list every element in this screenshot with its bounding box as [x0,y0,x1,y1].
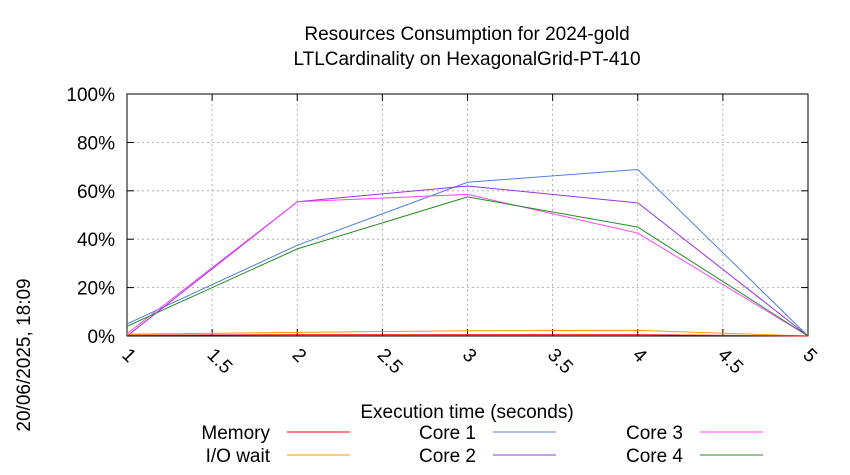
series-lines [126,168,809,337]
series-line-i-o-wait [126,329,809,337]
x-tick-label: 4 [628,345,651,368]
x-tick-label: 3 [458,345,480,367]
x-tick-label: 1.5 [203,345,237,379]
series-line-core-4 [126,196,809,337]
y-tick-label: 0% [88,327,116,348]
y-axis-ticks: 0% 20% 40% 60% 80% 100% [66,85,808,348]
y-tick-label: 40% [77,230,115,251]
legend-label-core-1: Core 1 [419,423,476,444]
y-tick-label: 100% [66,85,115,106]
series-line-core-2 [126,185,809,337]
y-tick-label: 20% [77,279,115,300]
date-side-label: 20/06/2025, 18:09 [14,278,35,431]
y-tick-label: 80% [77,133,115,154]
series-line-memory [126,334,809,337]
y-tick-label: 60% [77,182,115,203]
chart-title-line-1: Resources Consumption for 2024-gold [304,24,629,45]
x-tick-label: 5 [798,345,820,367]
legend-label-core-4: Core 4 [626,446,683,467]
series-line-core-1 [126,168,809,337]
chart-title-line-2: LTLCardinality on HexagonalGrid-PT-410 [293,49,640,70]
grid [127,94,808,336]
x-tick-label: 1 [117,345,139,367]
x-tick-label: 2 [288,345,310,367]
legend-label-core-2: Core 2 [419,446,476,467]
legend-label-core-3: Core 3 [626,423,683,444]
x-tick-label: 2.5 [373,345,407,379]
series-line-core-3 [126,193,809,337]
legend-label-i-o-wait: I/O wait [206,446,271,467]
legend-label-memory: Memory [201,423,270,444]
x-tick-label: 4.5 [713,345,747,379]
x-axis-label: Execution time (seconds) [360,402,573,423]
x-tick-label: 3.5 [543,345,577,379]
